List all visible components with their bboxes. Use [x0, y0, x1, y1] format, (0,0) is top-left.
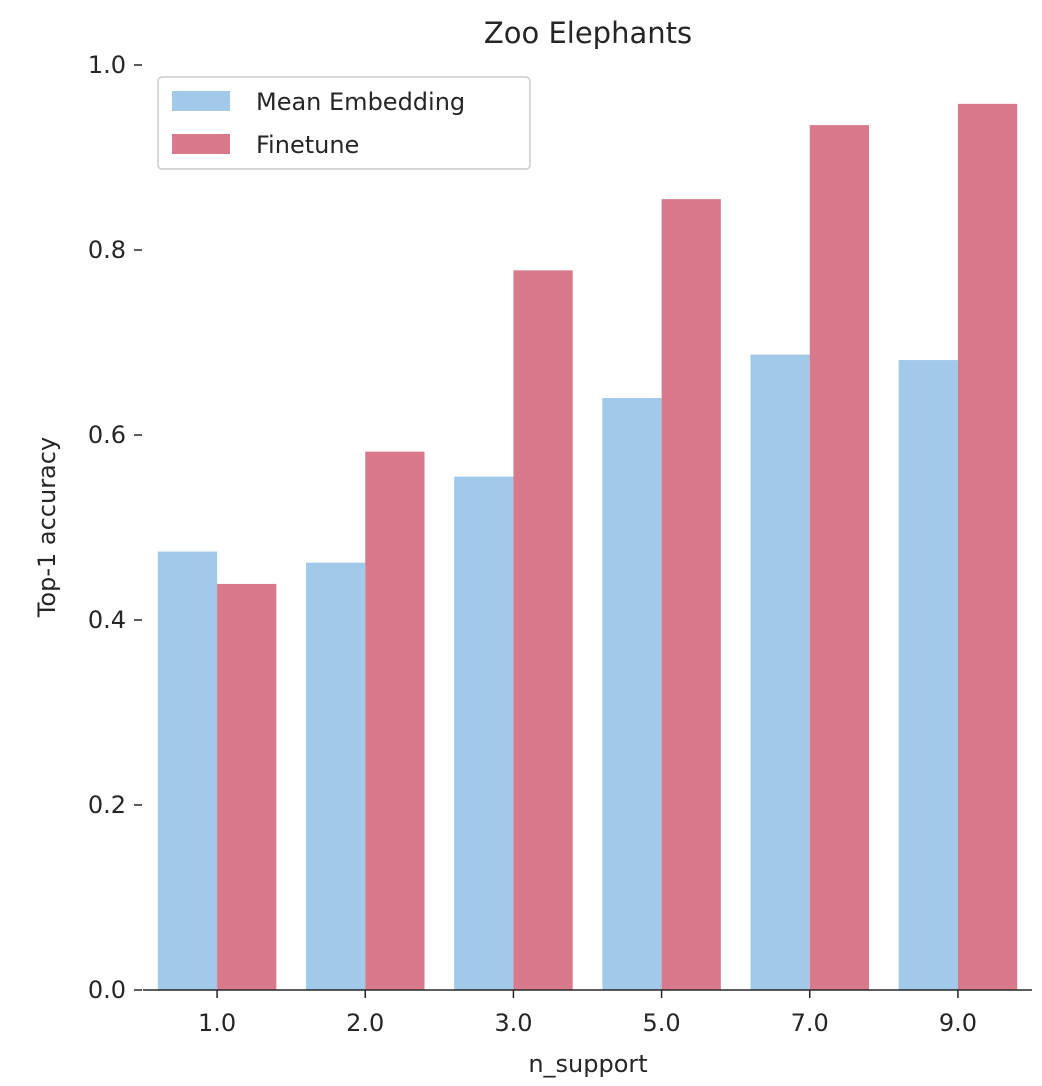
y-axis-label: Top-1 accuracy	[33, 437, 61, 618]
x-tick-label-1: 2.0	[346, 1009, 384, 1037]
legend-label-1: Finetune	[256, 131, 359, 159]
x-tick-label-2: 3.0	[494, 1009, 532, 1037]
x-tick-label-0: 1.0	[198, 1009, 236, 1037]
y-axis: 0.0 0.2 0.4 0.6 0.8 1.0	[88, 51, 142, 1004]
bar-mean-embedding-3	[602, 398, 662, 990]
bar-mean-embedding-2	[454, 476, 514, 991]
x-tick-label-5: 9.0	[939, 1009, 977, 1037]
bar-finetune-2	[513, 270, 573, 991]
x-axis: 1.0 2.0 3.0 5.0 7.0 9.0	[143, 989, 1032, 1037]
y-tick-label-3: 0.6	[88, 421, 126, 449]
bar-finetune-4	[809, 125, 870, 991]
y-tick-label-2: 0.4	[88, 606, 126, 634]
bar-mean-embedding-5	[898, 360, 958, 990]
y-tick-label-0: 0.0	[88, 976, 126, 1004]
bar-finetune-5	[957, 103, 1018, 991]
bar-mean-embedding-1	[305, 562, 366, 990]
legend: Mean Embedding Finetune	[157, 76, 531, 170]
bar-finetune-1	[365, 451, 425, 990]
x-axis-label: n_support	[528, 1050, 647, 1078]
legend-frame	[157, 76, 531, 170]
bars-group	[157, 103, 1018, 991]
legend-swatch-0	[172, 91, 230, 111]
legend-label-0: Mean Embedding	[256, 88, 465, 116]
x-tick-label-3: 5.0	[642, 1009, 680, 1037]
y-tick-label-4: 0.8	[88, 236, 126, 264]
x-tick-label-4: 7.0	[791, 1009, 829, 1037]
legend-swatch-1	[172, 134, 230, 154]
bar-mean-embedding-0	[157, 551, 218, 990]
bar-mean-embedding-4	[750, 354, 810, 990]
bar-finetune-0	[217, 583, 277, 990]
chart-title: Zoo Elephants	[484, 16, 692, 50]
y-tick-label-1: 0.2	[88, 791, 126, 819]
bar-finetune-3	[661, 199, 721, 991]
y-tick-label-5: 1.0	[88, 51, 126, 79]
